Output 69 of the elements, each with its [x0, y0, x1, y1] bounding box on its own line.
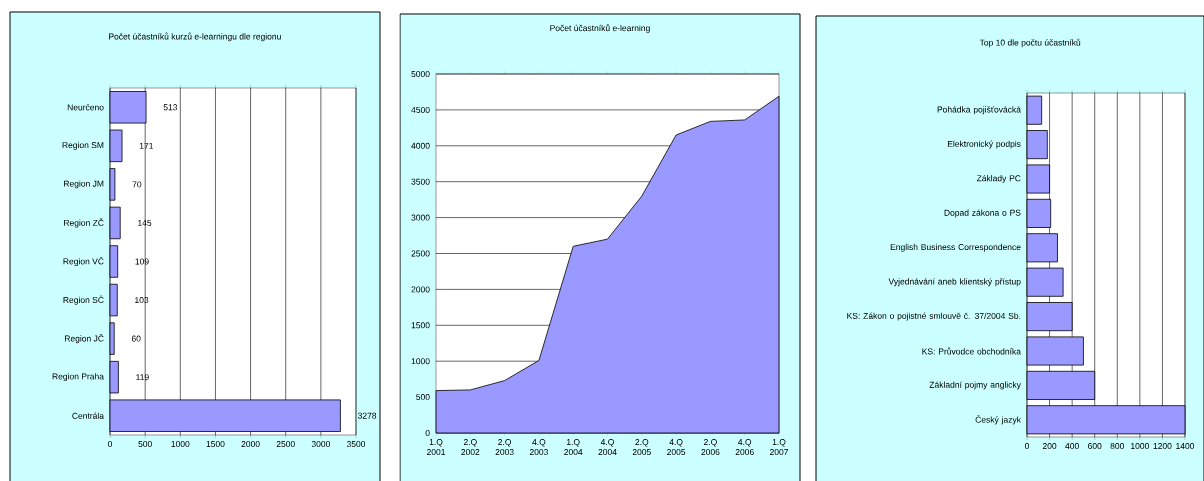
- y-tick-label: 5000: [411, 70, 430, 77]
- y-tick-label: 3500: [411, 178, 430, 185]
- x-tick-label: 1000: [171, 441, 190, 448]
- x-tick-label: 2.Q 2005: [632, 439, 651, 456]
- y-tick-label: Centrála: [72, 412, 104, 419]
- x-tick-label: 4.Q 2004: [598, 439, 617, 456]
- y-tick-label: Region ZČ: [64, 218, 104, 228]
- x-tick-label: 1200: [1153, 443, 1172, 450]
- y-tick-label: KS: Průvodce obchodníka: [922, 347, 1021, 355]
- y-tick-label: English Business Correspondence: [890, 243, 1021, 252]
- data-label: 3278: [357, 412, 377, 419]
- data-label: 513: [163, 104, 178, 111]
- y-tick-label: Základní pojmy anglicky: [929, 381, 1021, 390]
- x-tick-label: 1500: [206, 441, 225, 448]
- x-tick-label: 3000: [311, 441, 330, 448]
- y-tick-label: Neurčeno: [67, 104, 104, 111]
- x-tick-label: 2500: [276, 441, 295, 448]
- y-tick-label: Region Praha: [52, 373, 104, 382]
- x-tick-label: 2.Q 2006: [701, 439, 720, 456]
- data-label: 171: [139, 142, 154, 149]
- x-tick-label: 4.Q 2006: [735, 439, 754, 456]
- y-tick-label: 2500: [411, 250, 430, 257]
- x-tick-label: 2.Q 2002: [461, 439, 480, 456]
- x-tick-label: 1.Q 2004: [564, 439, 583, 456]
- y-tick-label: 1000: [411, 358, 430, 365]
- x-tick-label: 1000: [1131, 443, 1149, 450]
- data-label: 103: [135, 297, 149, 304]
- x-tick-label: 400: [1065, 443, 1079, 450]
- y-tick-label: 4500: [411, 106, 430, 113]
- data-label: 60: [131, 335, 141, 342]
- data-label: 145: [138, 219, 152, 226]
- x-tick-label: 200: [1042, 443, 1057, 450]
- x-tick-label: 4.Q 2005: [667, 439, 686, 456]
- y-tick-label: Vyjednávání aneb klientský přístup: [888, 278, 1021, 287]
- y-tick-label: 500: [416, 394, 430, 401]
- y-tick-label: 3000: [411, 214, 430, 221]
- x-tick-label: 1.Q 2001: [426, 439, 446, 456]
- y-tick-label: 4000: [411, 142, 430, 149]
- y-tick-label: Dopad zákona o PS: [944, 209, 1021, 218]
- x-tick-label: 2000: [241, 441, 260, 448]
- y-tick-label: Region SM: [62, 141, 104, 150]
- y-tick-label: Region SČ: [63, 295, 104, 305]
- x-tick-label: 0: [107, 441, 113, 448]
- y-tick-label: Pohádka pojišťovácká: [937, 106, 1021, 115]
- y-tick-label: 2000: [411, 286, 430, 293]
- chart-title: Počet účastníků kurzů e-learningu dle regionu: [109, 32, 281, 42]
- x-tick-label: 4.Q 2003: [529, 439, 548, 456]
- y-tick-label: KS: Zákon o pojistné smlouvě č. 37/2004 Sb.: [847, 312, 1021, 321]
- data-label: 109: [135, 258, 149, 265]
- y-tick-label: Základy PC: [976, 174, 1021, 183]
- y-tick-label: Region JM: [64, 180, 104, 189]
- x-tick-label: 0: [1024, 443, 1030, 450]
- x-tick-label: 2.Q 2003: [495, 439, 514, 456]
- chart-title: Top 10 dle počtu účastníků: [979, 38, 1081, 48]
- y-tick-label: Region VČ: [63, 256, 104, 267]
- data-label: 119: [136, 374, 149, 381]
- x-tick-label: 500: [138, 441, 152, 448]
- x-tick-label: 800: [1110, 443, 1125, 450]
- y-tick-label: Elektronický podpis: [947, 140, 1021, 149]
- x-tick-label: 600: [1088, 443, 1102, 450]
- data-label: 70: [132, 181, 142, 188]
- y-tick-label: Region JČ: [64, 334, 104, 344]
- y-tick-label: 1500: [411, 322, 430, 329]
- y-tick-label: 0: [425, 429, 430, 436]
- x-tick-label: 3500: [346, 441, 366, 448]
- chart-title: Počet účastníků e-learning: [550, 24, 650, 33]
- y-tick-label: Český jazyk: [975, 415, 1021, 425]
- x-tick-label: 1400: [1176, 443, 1195, 450]
- x-tick-label: 1.Q 2007: [769, 439, 789, 456]
